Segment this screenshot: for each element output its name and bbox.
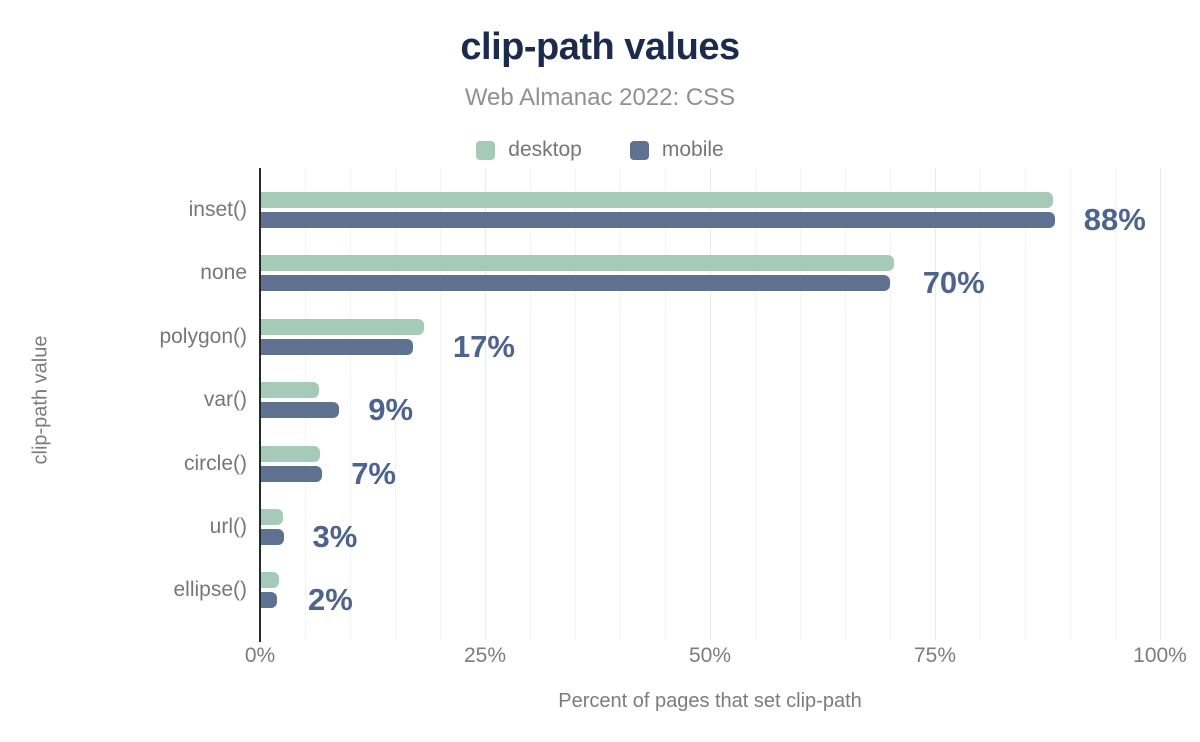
legend: desktop mobile bbox=[0, 138, 1200, 162]
category-label: ellipse() bbox=[173, 578, 247, 602]
minor-gridline bbox=[1115, 168, 1116, 640]
bar-mobile bbox=[261, 275, 891, 292]
minor-gridline bbox=[440, 168, 441, 640]
bar-mobile bbox=[261, 212, 1055, 228]
minor-gridline bbox=[620, 168, 621, 640]
minor-gridline bbox=[1025, 168, 1026, 640]
chart-title: clip-path values bbox=[460, 26, 740, 68]
x-tick-label: 0% bbox=[244, 644, 276, 667]
bar-desktop bbox=[261, 318, 424, 335]
category-label: circle() bbox=[184, 451, 247, 475]
x-tick-label: 75% bbox=[913, 644, 957, 667]
major-gridline bbox=[485, 168, 486, 640]
mobile-swatch-icon bbox=[629, 140, 649, 160]
minor-gridline bbox=[665, 168, 666, 640]
bar-desktop bbox=[261, 572, 279, 589]
minor-gridline bbox=[845, 168, 846, 640]
bar-mobile bbox=[261, 338, 414, 355]
value-label: 88% bbox=[1083, 202, 1146, 237]
minor-gridline bbox=[755, 168, 756, 640]
minor-gridline bbox=[980, 168, 981, 640]
category-label: url() bbox=[209, 515, 247, 538]
chart-subtitle: Web Almanac 2022: CSS bbox=[464, 84, 736, 111]
minor-gridline bbox=[1070, 168, 1071, 640]
value-label: 2% bbox=[308, 582, 353, 618]
minor-gridline bbox=[890, 168, 891, 640]
category-label: var() bbox=[203, 388, 247, 412]
category-label: inset() bbox=[188, 198, 247, 221]
bar-mobile bbox=[261, 465, 323, 482]
major-gridline bbox=[710, 168, 711, 640]
bar-desktop bbox=[261, 445, 321, 462]
minor-gridline bbox=[800, 168, 801, 640]
legend-label-mobile: mobile bbox=[661, 138, 724, 161]
bar-mobile bbox=[261, 529, 284, 545]
y-axis-title: clip-path value bbox=[29, 335, 52, 465]
major-gridline bbox=[1160, 168, 1161, 640]
major-gridline bbox=[935, 168, 936, 640]
category-label: none bbox=[200, 261, 247, 285]
desktop-swatch-icon bbox=[476, 140, 496, 160]
value-label: 70% bbox=[922, 265, 985, 301]
legend-item-desktop: desktop bbox=[476, 138, 582, 162]
minor-gridline bbox=[395, 168, 396, 640]
x-tick-label: 50% bbox=[688, 644, 732, 667]
minor-gridline bbox=[350, 168, 351, 640]
bar-desktop bbox=[261, 382, 319, 399]
bar-desktop bbox=[261, 192, 1053, 208]
x-tick-label: 100% bbox=[1133, 644, 1187, 667]
minor-gridline bbox=[530, 168, 531, 640]
legend-label-desktop: desktop bbox=[508, 138, 582, 161]
y-axis-line bbox=[259, 168, 261, 642]
category-label: polygon() bbox=[159, 324, 247, 348]
bar-mobile bbox=[261, 402, 340, 419]
bar-desktop bbox=[261, 509, 283, 525]
legend-item-mobile: mobile bbox=[629, 138, 724, 162]
x-axis-title: Percent of pages that set clip-path bbox=[558, 690, 862, 712]
bar-desktop bbox=[261, 255, 894, 272]
bar-mobile bbox=[261, 592, 278, 609]
x-tick-label: 25% bbox=[463, 644, 507, 667]
value-label: 17% bbox=[452, 328, 515, 364]
value-label: 3% bbox=[312, 519, 358, 554]
value-label: 7% bbox=[351, 455, 396, 491]
minor-gridline bbox=[575, 168, 576, 640]
value-label: 9% bbox=[368, 392, 414, 428]
